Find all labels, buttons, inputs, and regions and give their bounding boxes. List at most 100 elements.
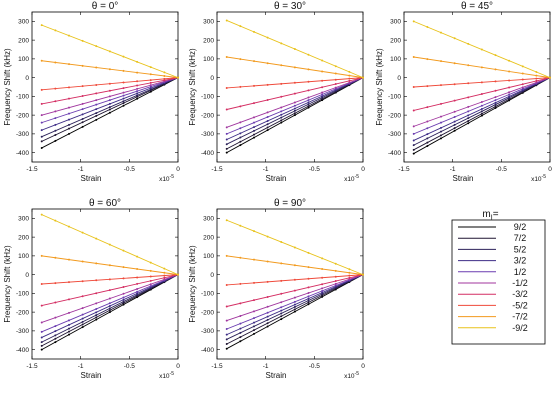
y-tick-label: -300: [16, 131, 29, 138]
data-point: [293, 81, 296, 84]
data-point: [439, 134, 442, 137]
y-tick-label: 100: [18, 56, 29, 63]
data-point: [252, 84, 255, 87]
data-point: [334, 282, 337, 285]
y-axis-label: Frequency Shift (kHz): [188, 48, 197, 126]
data-point: [136, 292, 139, 295]
data-point: [521, 86, 524, 89]
data-point: [334, 78, 337, 81]
data-point: [293, 114, 296, 117]
data-point: [40, 330, 43, 333]
y-tick-label: 300: [390, 19, 401, 26]
legend-label: 9/2: [514, 222, 527, 232]
data-point: [81, 117, 84, 120]
data-point: [280, 64, 283, 67]
x-tick-label: -0.5: [124, 166, 136, 173]
data-point: [307, 68, 310, 71]
data-point: [252, 281, 255, 284]
data-point: [239, 282, 242, 285]
data-point: [453, 110, 456, 113]
data-point: [136, 276, 139, 279]
series-5-2: [40, 273, 179, 344]
data-point: [280, 121, 283, 124]
data-point: [535, 79, 538, 82]
data-point: [293, 305, 296, 308]
data-point: [280, 42, 283, 45]
data-point: [293, 264, 296, 267]
data-point: [122, 296, 125, 299]
data-point: [54, 334, 57, 337]
data-point: [40, 283, 43, 285]
data-point: [108, 50, 111, 53]
data-point: [225, 108, 228, 111]
data-point: [54, 219, 57, 222]
data-point: [136, 92, 139, 95]
data-point: [122, 302, 125, 305]
data-point: [95, 307, 98, 310]
data-point: [480, 93, 483, 96]
data-point: [252, 310, 255, 313]
x-axis-label: Strain: [266, 371, 287, 380]
data-point: [480, 114, 483, 117]
data-point: [252, 325, 255, 328]
data-point: [480, 101, 483, 103]
data-point: [321, 257, 324, 260]
data-point: [480, 108, 483, 111]
x-tick-label: -1: [450, 166, 456, 173]
x-tick-label: 0: [176, 363, 180, 370]
data-point: [95, 103, 98, 106]
data-point: [54, 123, 57, 126]
data-point: [293, 112, 296, 115]
data-point: [334, 83, 337, 85]
panel-title: θ = 30°: [274, 1, 306, 12]
data-point: [467, 110, 470, 113]
panel-title: θ = 90°: [274, 198, 306, 209]
data-point: [426, 26, 429, 28]
data-point: [40, 129, 43, 132]
data-point: [252, 30, 255, 33]
data-point: [239, 144, 242, 147]
data-point: [266, 36, 269, 39]
chart-panel-5: θ = 90° 300 200 100 0 -100 -200 -300 -400 -1.5 -1 -…: [188, 198, 365, 380]
data-point: [67, 319, 70, 322]
legend-label: -5/2: [512, 300, 528, 310]
data-point: [67, 63, 70, 66]
data-point: [54, 87, 57, 90]
series--3-2: [225, 273, 364, 308]
data-point: [362, 273, 364, 276]
data-point: [266, 235, 269, 238]
data-point: [508, 70, 511, 73]
data-point: [122, 300, 125, 303]
data-point: [149, 285, 152, 288]
data-point: [122, 91, 125, 94]
data-point: [467, 117, 470, 120]
legend-label: 1/2: [514, 267, 527, 277]
data-point: [467, 42, 470, 45]
legend-entry: -9/2: [458, 323, 528, 333]
data-point: [293, 296, 296, 299]
data-point: [225, 126, 228, 129]
data-point: [307, 297, 310, 300]
data-point: [280, 106, 283, 109]
data-point: [266, 318, 269, 321]
data-point: [67, 132, 70, 135]
data-point: [494, 101, 497, 104]
data-point: [54, 117, 57, 120]
data-point: [40, 24, 43, 27]
data-point: [108, 102, 111, 105]
data-point: [508, 79, 511, 82]
x-tick-label: -1: [78, 363, 84, 370]
x-multiplier: x10-5: [159, 371, 174, 380]
y-tick-label: 0: [210, 272, 214, 279]
y-tick-label: -100: [16, 291, 29, 298]
data-point: [521, 78, 524, 81]
y-axis-label: Frequency Shift (kHz): [3, 48, 12, 126]
data-point: [239, 105, 242, 108]
data-point: [136, 95, 139, 98]
data-point: [293, 107, 296, 110]
data-point: [480, 66, 483, 69]
data-point: [453, 99, 456, 102]
data-point: [252, 116, 255, 119]
data-point: [521, 87, 524, 90]
data-point: [348, 81, 351, 84]
